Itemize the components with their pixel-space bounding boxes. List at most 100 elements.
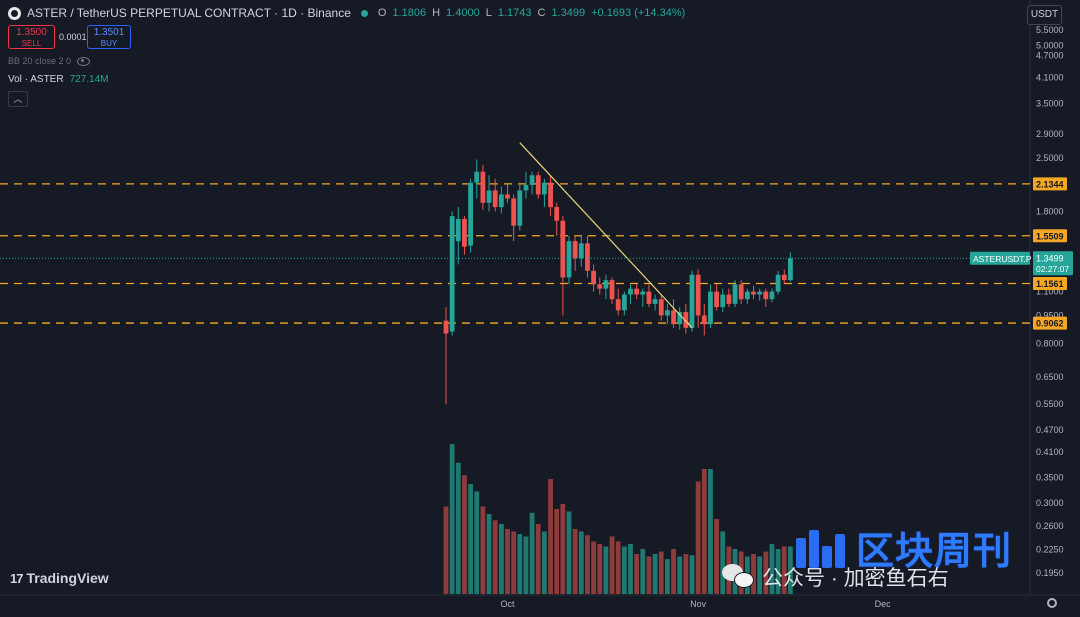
candle-body[interactable] — [744, 291, 750, 300]
volume-bar — [548, 479, 553, 594]
candle-body[interactable] — [658, 299, 664, 316]
candle-body[interactable] — [462, 218, 467, 247]
time-axis[interactable]: Oct Nov Dec — [500, 599, 891, 609]
candle-body[interactable] — [751, 291, 756, 295]
candle-body[interactable] — [511, 198, 517, 226]
candle-body[interactable] — [468, 182, 473, 246]
candle-body[interactable] — [523, 184, 529, 191]
ohlc-low-value: 1.1743 — [497, 7, 532, 19]
candle-body[interactable] — [628, 288, 633, 295]
candle-body[interactable] — [646, 291, 652, 304]
currency-selector[interactable]: USDT — [1027, 5, 1062, 25]
candle-body[interactable] — [732, 284, 738, 304]
market-status-dot-icon — [360, 9, 368, 17]
volume-bar — [498, 524, 504, 594]
candle-body[interactable] — [714, 291, 719, 308]
gear-icon[interactable] — [1047, 598, 1057, 608]
candlestick-series[interactable] — [443, 159, 793, 405]
candle-body[interactable] — [615, 299, 621, 311]
volume-bar — [720, 531, 726, 594]
candle-body[interactable] — [492, 190, 498, 208]
sell-label: SELL — [21, 39, 42, 48]
candle-body[interactable] — [548, 182, 553, 208]
candle-body[interactable] — [449, 216, 455, 332]
candle-body[interactable] — [505, 194, 510, 199]
candle-body[interactable] — [609, 280, 615, 300]
candle-body[interactable] — [486, 190, 492, 203]
price-tick-label: 0.9500 — [1036, 310, 1064, 320]
candle-body[interactable] — [689, 274, 695, 328]
candle-body[interactable] — [578, 243, 584, 259]
volume-bar — [658, 551, 664, 594]
volume-bar — [462, 475, 467, 594]
candle-body[interactable] — [597, 284, 603, 289]
volume-bar — [714, 519, 719, 594]
price-tick-label: 0.1950 — [1036, 568, 1064, 578]
candle-body[interactable] — [542, 182, 547, 195]
volume-bar — [695, 481, 701, 594]
candle-body[interactable] — [781, 274, 787, 281]
volume-bar — [449, 444, 455, 594]
volume-indicator-legend[interactable]: Vol · ASTER 727.14M — [8, 74, 109, 85]
candle-body[interactable] — [566, 241, 572, 278]
candle-body[interactable] — [572, 241, 578, 259]
candle-body[interactable] — [560, 220, 566, 278]
candle-body[interactable] — [720, 294, 726, 308]
candle-body[interactable] — [474, 171, 480, 183]
buy-button[interactable]: 1.3501 BUY — [87, 25, 131, 49]
trendline[interactable] — [519, 142, 693, 329]
price-tick-label: 2.9000 — [1036, 129, 1064, 139]
candle-body[interactable] — [621, 294, 627, 311]
horizontal-levels[interactable]: 2.1344 1.5509 1.1561 0.9062 — [0, 177, 1067, 330]
candle-body[interactable] — [603, 280, 609, 289]
candle-body[interactable] — [554, 207, 560, 221]
time-tick-label: Dec — [875, 599, 892, 609]
candle-body[interactable] — [634, 288, 640, 295]
candle-body[interactable] — [683, 312, 689, 328]
candle-body[interactable] — [535, 175, 541, 195]
volume-bar — [603, 546, 609, 594]
bollinger-indicator-legend[interactable]: BB 20 close 2 0 — [8, 56, 91, 66]
volume-bar — [646, 556, 652, 594]
candle-body[interactable] — [763, 291, 769, 300]
candle-body[interactable] — [652, 299, 658, 304]
candle-body[interactable] — [591, 270, 596, 285]
volume-bar — [486, 514, 492, 594]
candle-body[interactable] — [443, 320, 449, 334]
countdown-label: 02:27:07 — [1036, 264, 1069, 274]
candle-body[interactable] — [708, 291, 713, 325]
candle-body[interactable] — [498, 194, 504, 208]
candle-body[interactable] — [757, 291, 763, 295]
level-price-tag — [1033, 316, 1067, 330]
symbol-title[interactable]: ASTER / TetherUS PERPETUAL CONTRACT · 1D… — [27, 6, 351, 20]
candle-body[interactable] — [726, 294, 732, 304]
candle-body[interactable] — [455, 218, 461, 242]
volume-bar — [781, 546, 787, 594]
candle-body[interactable] — [695, 274, 701, 316]
collapse-legend-button[interactable]: ︿ — [8, 91, 28, 107]
candle-body[interactable] — [640, 291, 646, 295]
trendline-drawing[interactable] — [519, 142, 693, 329]
candle-body[interactable] — [677, 312, 683, 325]
candle-body[interactable] — [701, 315, 707, 325]
candle-body[interactable] — [738, 284, 744, 300]
volume-bar — [468, 484, 473, 594]
candle-body[interactable] — [769, 291, 775, 300]
candle-body[interactable] — [665, 310, 670, 316]
symbol-legend: ASTER / TetherUS PERPETUAL CONTRACT · 1D… — [8, 6, 685, 20]
volume-bar — [775, 549, 781, 594]
price-tick-label: 0.6500 — [1036, 372, 1064, 382]
eye-hidden-icon[interactable] — [77, 56, 91, 66]
candle-body[interactable] — [671, 310, 676, 325]
candle-body[interactable] — [517, 190, 523, 226]
volume-bar — [474, 491, 480, 594]
candle-body[interactable] — [585, 243, 590, 271]
sell-button[interactable]: 1.3500 SELL — [8, 25, 55, 49]
candle-body[interactable] — [480, 171, 486, 203]
candle-body[interactable] — [529, 175, 535, 185]
candle-body[interactable] — [775, 274, 781, 292]
price-tick-label: 0.4100 — [1036, 447, 1064, 457]
candle-body[interactable] — [788, 258, 793, 281]
